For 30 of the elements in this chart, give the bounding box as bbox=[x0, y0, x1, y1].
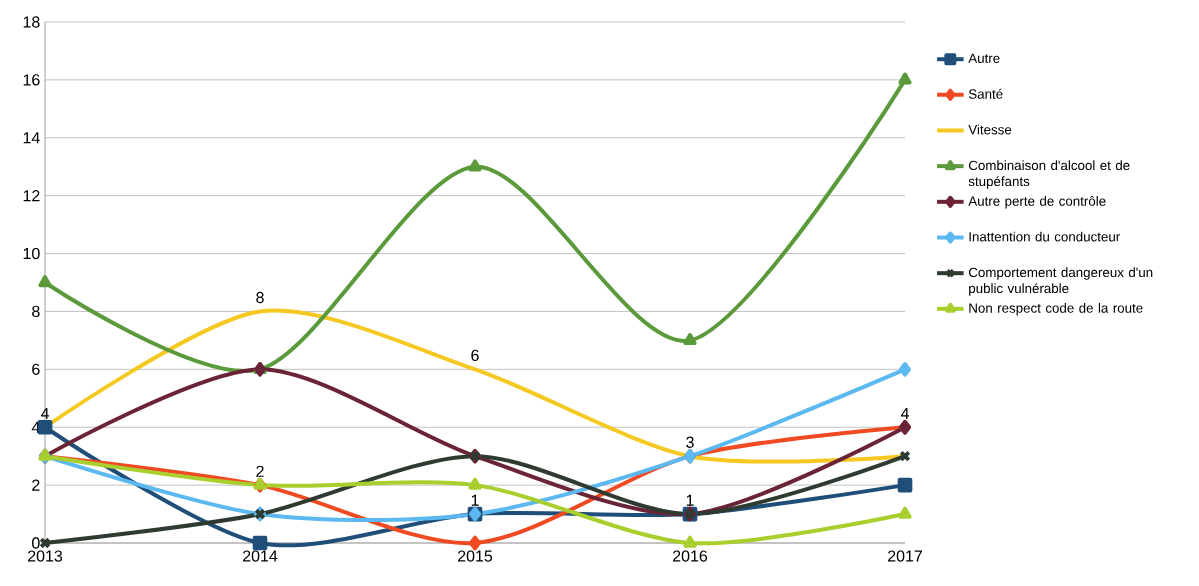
data-label: 4 bbox=[900, 407, 909, 419]
y-tick-label: 18 bbox=[23, 16, 40, 28]
legend-label: Vitesse bbox=[968, 124, 1012, 135]
y-tick-label: 10 bbox=[23, 247, 40, 260]
legend-label: Autre bbox=[968, 53, 1000, 63]
y-tick-label: 2 bbox=[32, 479, 40, 491]
data-label: 2 bbox=[256, 465, 264, 477]
y-tick-label: 6 bbox=[32, 363, 40, 375]
y-tick-label: 12 bbox=[23, 190, 40, 202]
x-tick-label: 2013 bbox=[28, 550, 63, 562]
legend-label: Santé bbox=[968, 88, 1003, 99]
x-tick-label: 2015 bbox=[458, 550, 493, 562]
legend-label: Inattention du conducteur bbox=[969, 231, 1121, 242]
data-label: 8 bbox=[256, 291, 264, 304]
data-label: 1 bbox=[686, 494, 694, 506]
legend-label: Autre perte de contrôle bbox=[968, 195, 1106, 209]
data-label: 6 bbox=[471, 349, 479, 362]
legend-label: Comportement dangereux d'un public vulnérable bbox=[968, 267, 1153, 296]
y-tick-label: 14 bbox=[23, 132, 40, 144]
x-tick-label: 2016 bbox=[673, 550, 708, 562]
data-label: 1 bbox=[471, 494, 479, 506]
x-tick-label: 2014 bbox=[243, 550, 278, 562]
data-label: 3 bbox=[686, 436, 694, 448]
y-tick-label: 0 bbox=[32, 537, 40, 549]
legend-label: Non respect code de la route bbox=[969, 302, 1143, 316]
y-tick-label: 8 bbox=[32, 305, 40, 318]
x-tick-label: 2017 bbox=[888, 550, 922, 562]
y-tick-label: 16 bbox=[23, 74, 40, 86]
legend-label: Combinaison d'alcool et de stupéfants bbox=[968, 160, 1130, 189]
data-label: 4 bbox=[40, 407, 49, 419]
